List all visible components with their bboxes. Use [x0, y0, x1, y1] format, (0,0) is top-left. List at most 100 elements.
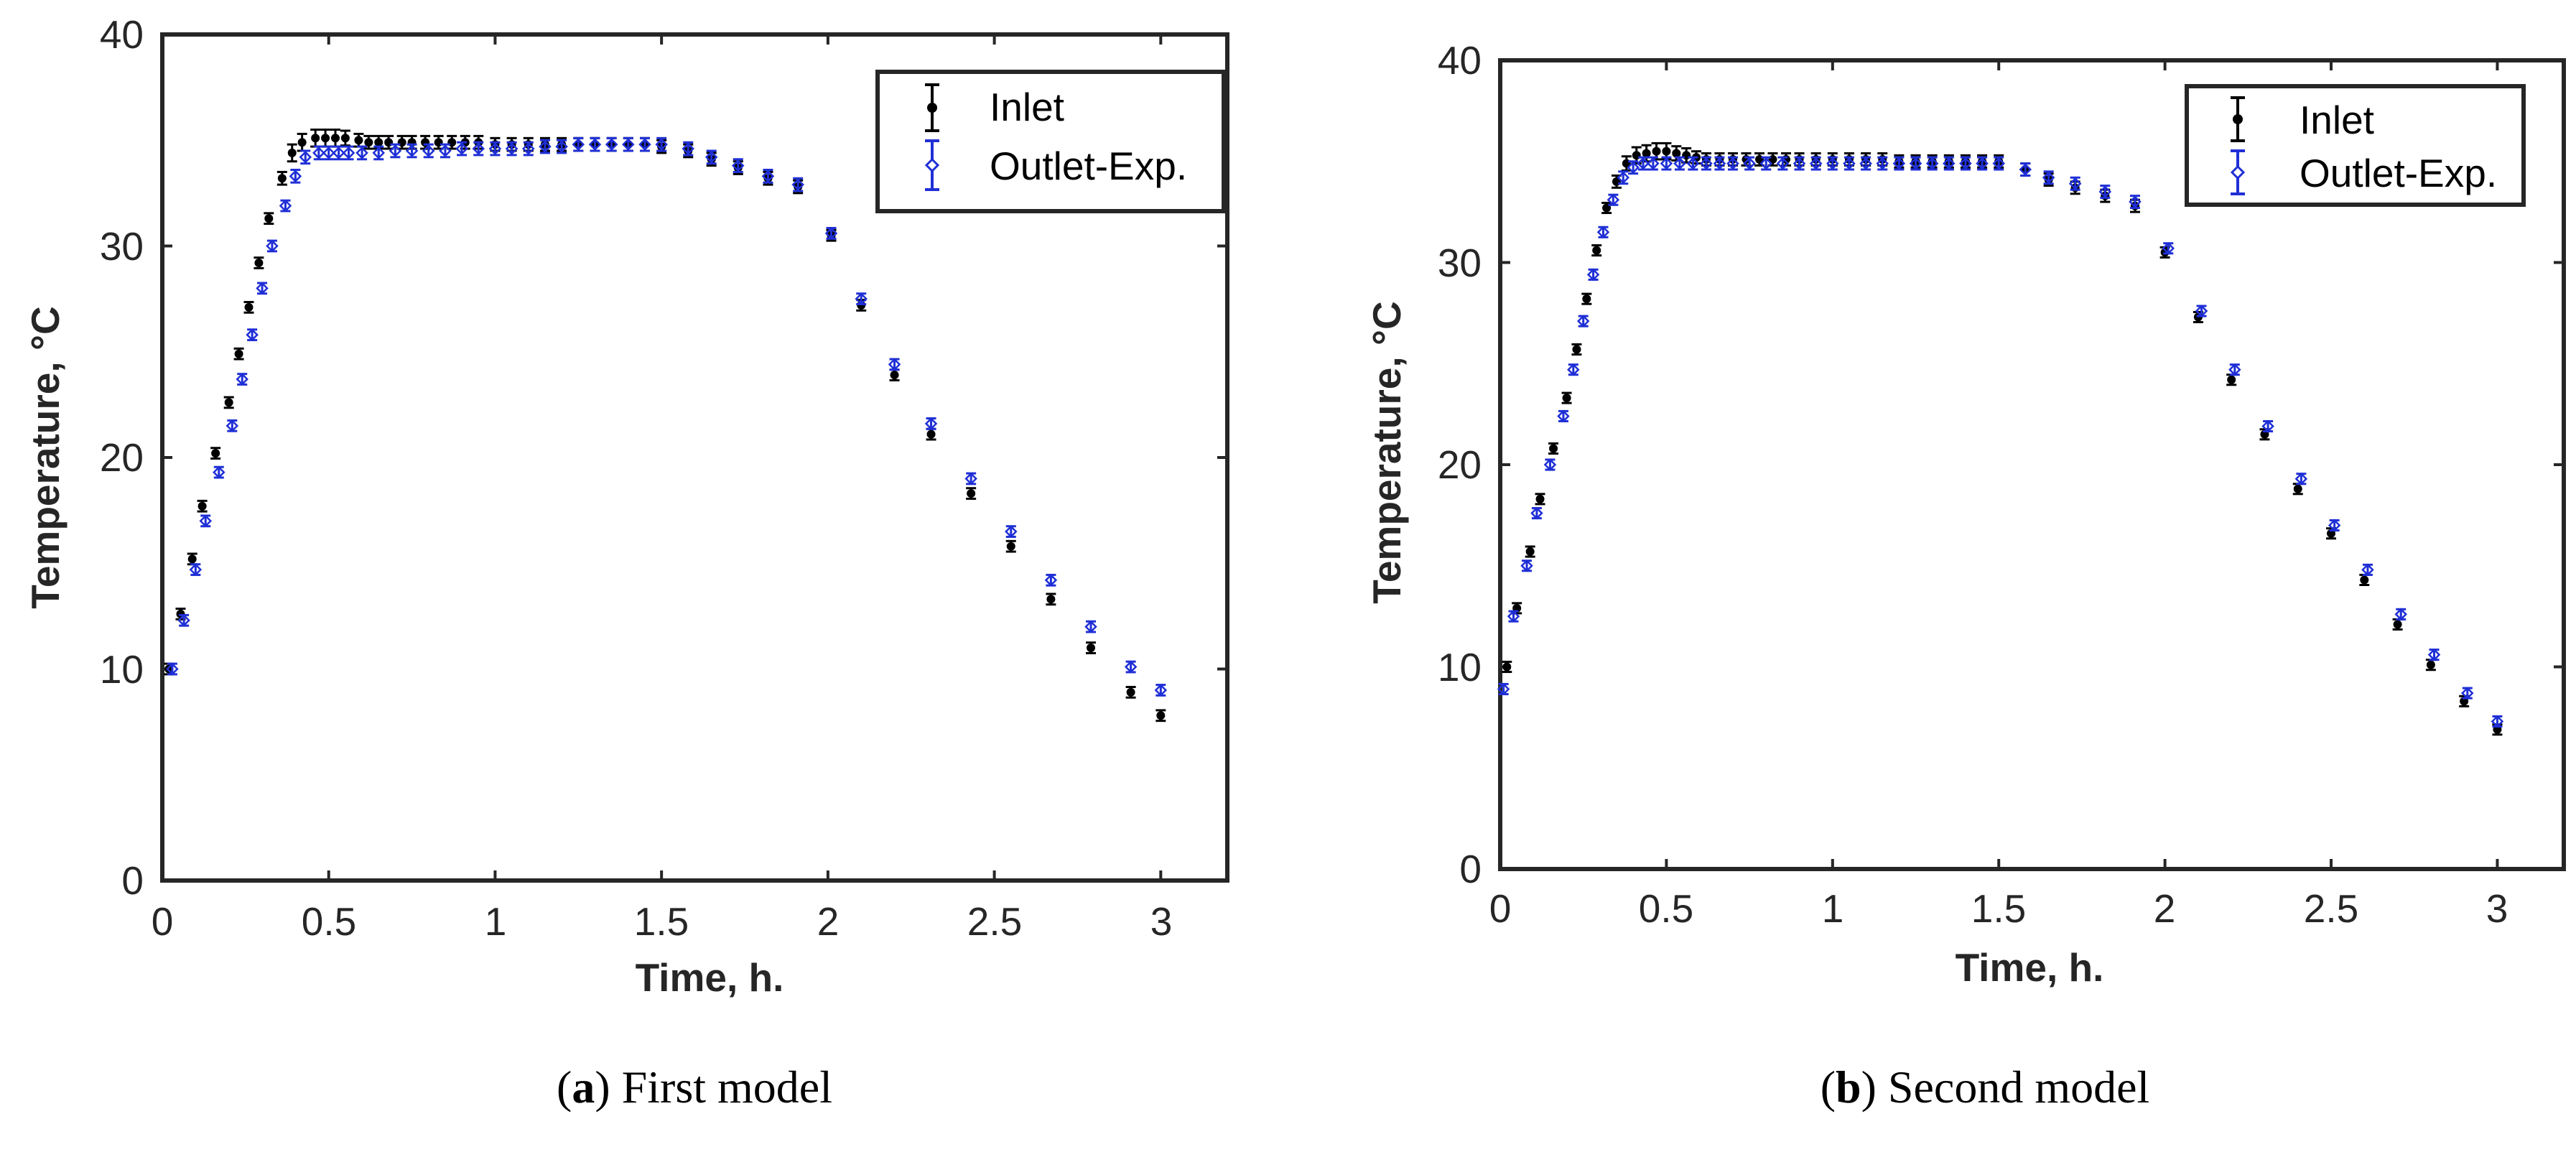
data-point-inlet — [1591, 244, 1602, 257]
marker-diamond — [855, 292, 868, 305]
data-point-outlet-exp — [731, 158, 745, 173]
marker-diamond — [355, 147, 368, 159]
marker-diamond — [2261, 419, 2274, 433]
marker-diamond — [2427, 648, 2441, 661]
marker-diamond — [1809, 157, 1823, 170]
caption-open: ( — [557, 1062, 572, 1112]
data-point-inlet — [264, 212, 274, 226]
marker-diamond — [279, 199, 292, 213]
data-point-outlet-exp — [1943, 156, 1956, 171]
marker-dot — [321, 134, 330, 143]
marker-diamond — [1743, 157, 1756, 170]
marker-dot — [340, 134, 350, 143]
marker-diamond — [1497, 682, 1510, 696]
marker-diamond — [2019, 163, 2032, 176]
data-point-outlet-exp — [1576, 315, 1590, 328]
marker-dot — [967, 489, 976, 498]
marker-dot — [1126, 687, 1135, 697]
x-tick-label: 1.5 — [1971, 886, 2026, 931]
marker-diamond — [588, 138, 602, 151]
data-marks — [164, 129, 1168, 723]
data-point-outlet-exp — [1843, 156, 1856, 171]
data-point-outlet-exp — [1713, 156, 1726, 171]
marker-diamond — [322, 147, 335, 159]
y-tick-label: 40 — [100, 12, 144, 57]
marker-dot — [234, 349, 243, 358]
data-point-outlet-exp — [572, 136, 585, 152]
marker-dot — [330, 134, 340, 143]
data-point-inlet — [243, 301, 254, 314]
marker-diamond — [405, 144, 419, 157]
data-point-outlet-exp — [1586, 268, 1600, 282]
caption: (b) Second model — [1821, 1062, 2150, 1112]
marker-dot — [187, 554, 197, 564]
marker-dot — [277, 174, 287, 183]
marker-diamond — [439, 144, 452, 157]
data-point-outlet-exp — [1809, 156, 1823, 171]
marker-diamond — [1792, 157, 1806, 170]
marker-diamond — [964, 472, 977, 486]
data-point-outlet-exp — [289, 168, 302, 184]
marker-dot — [1046, 595, 1056, 604]
marker-diamond — [1700, 157, 1713, 170]
marker-diamond — [2228, 363, 2241, 376]
data-point-outlet-exp — [638, 136, 651, 152]
caption-letter: b — [1836, 1062, 1861, 1112]
y-tick-labels: 0 10 20 30 40 — [1438, 38, 1482, 891]
data-point-inlet — [1125, 686, 1136, 699]
data-point-outlet-exp — [1776, 156, 1790, 171]
data-point-inlet — [2359, 573, 2370, 586]
legend-label-inlet: Inlet — [2300, 98, 2374, 142]
data-point-inlet — [383, 134, 394, 150]
data-point-inlet — [926, 427, 936, 441]
marker-diamond — [312, 147, 325, 159]
x-axis-label: Time, h. — [636, 955, 784, 1000]
marker-dot — [287, 148, 297, 157]
data-point-outlet-exp — [2394, 608, 2407, 621]
x-tick-label: 1.5 — [634, 899, 689, 944]
marker-diamond — [1909, 157, 1922, 170]
data-point-inlet — [210, 447, 221, 460]
data-point-outlet-exp — [1606, 193, 1620, 207]
marker-diamond — [1606, 193, 1620, 207]
marker-diamond — [1660, 157, 1673, 170]
marker-dot — [254, 259, 264, 268]
marker-diamond — [1557, 409, 1570, 423]
marker-diamond — [2042, 171, 2055, 185]
marker-dot — [1672, 149, 1681, 158]
data-point-outlet-exp — [1673, 156, 1686, 171]
data-point-outlet-exp — [1520, 559, 1533, 572]
data-marks — [1497, 141, 2504, 736]
data-point-outlet-exp — [588, 136, 602, 152]
data-point-outlet-exp — [1005, 525, 1018, 538]
marker-diamond — [2394, 608, 2407, 621]
data-point-outlet-exp — [1647, 156, 1660, 171]
marker-diamond — [791, 178, 804, 191]
marker-diamond — [1520, 559, 1533, 572]
data-point-outlet-exp — [2491, 715, 2504, 728]
marker-diamond — [1759, 157, 1773, 170]
data-point-inlet — [1581, 292, 1592, 305]
data-point-outlet-exp — [1976, 156, 1989, 171]
marker-diamond — [622, 138, 635, 151]
legend: Inlet Outlet-Exp. — [875, 70, 1226, 213]
marker-diamond — [2098, 185, 2112, 198]
data-point-outlet-exp — [2042, 170, 2055, 185]
marker-dot — [364, 138, 373, 147]
marker-dot — [311, 134, 320, 143]
data-point-outlet-exp — [1543, 458, 1557, 471]
x-tick-label: 0 — [152, 899, 174, 944]
data-point-outlet-exp — [322, 145, 335, 161]
marker-diamond — [555, 140, 568, 153]
marker-diamond — [1713, 157, 1726, 170]
data-point-outlet-exp — [266, 239, 279, 253]
marker-diamond — [455, 142, 468, 155]
marker-dot — [890, 371, 899, 380]
marker-dot — [1086, 644, 1095, 653]
data-point-outlet-exp — [2129, 195, 2142, 209]
legend-box — [2185, 84, 2526, 207]
x-tick-label: 2 — [817, 899, 840, 944]
data-point-inlet — [1548, 442, 1559, 455]
marker-diamond — [1992, 157, 2005, 170]
data-point-outlet-exp — [539, 139, 552, 154]
